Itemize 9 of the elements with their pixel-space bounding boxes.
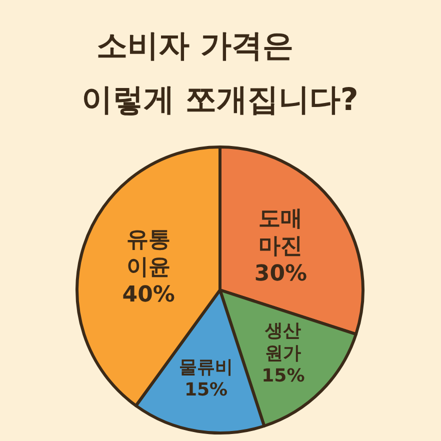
chart-title: 소비자 가격은 이렇게 쪼개집니다? [82,28,358,118]
data-label: 15% [184,379,228,400]
slice-label: 도매 마진 [258,206,303,258]
slice-label: 생산 원가 [264,320,302,364]
data-label: 30% [254,260,308,286]
slice-label: 유통 이윤 [126,226,171,280]
data-label: 40% [122,282,175,307]
data-label: 15% [262,365,305,386]
slice-label: 물류비 [179,356,234,378]
